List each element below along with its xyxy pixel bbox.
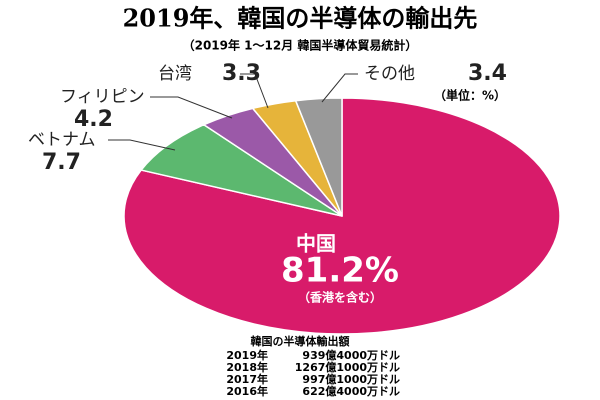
table-title: 韓国の半導体輸出額 xyxy=(251,334,350,348)
table-year: 2019年 xyxy=(226,348,268,362)
category-label: フィリピン xyxy=(60,87,145,107)
table-year: 2017年 xyxy=(226,372,268,386)
value-label: 3.4 xyxy=(468,61,507,86)
value-label: 7.7 xyxy=(42,150,81,175)
value-label: 3.3 xyxy=(222,61,261,86)
pie-slice xyxy=(294,97,343,217)
table-year: 2016年 xyxy=(226,384,268,398)
leader-line xyxy=(240,73,269,109)
table-amount: 622億4000万ドル xyxy=(302,384,400,398)
pie-slice xyxy=(139,123,343,217)
china-note: （香港を含む） xyxy=(298,290,382,305)
chart-subtitle: （2019年 1～12月 韓国半導体貿易統計） xyxy=(183,38,418,53)
category-label: 台湾 xyxy=(158,64,192,84)
value-label: 4.2 xyxy=(74,107,113,132)
category-label: ベトナム xyxy=(28,130,96,150)
leader-line xyxy=(150,96,233,119)
leader-lines xyxy=(108,73,358,151)
category-label: 中国 xyxy=(296,232,336,256)
leader-line xyxy=(108,139,176,151)
table-amount: 1267億1000万ドル xyxy=(295,360,400,374)
leader-line xyxy=(321,73,358,103)
table-amount: 997億1000万ドル xyxy=(302,372,400,386)
table-amount: 939億4000万ドル xyxy=(302,348,400,362)
unit-note: （単位：%） xyxy=(434,88,506,103)
chart-title: 2019年、韓国の半導体の輸出先 xyxy=(123,4,478,33)
value-label: 81.2% xyxy=(281,251,399,291)
category-label: その他 xyxy=(364,64,415,84)
table-year: 2018年 xyxy=(226,360,268,374)
